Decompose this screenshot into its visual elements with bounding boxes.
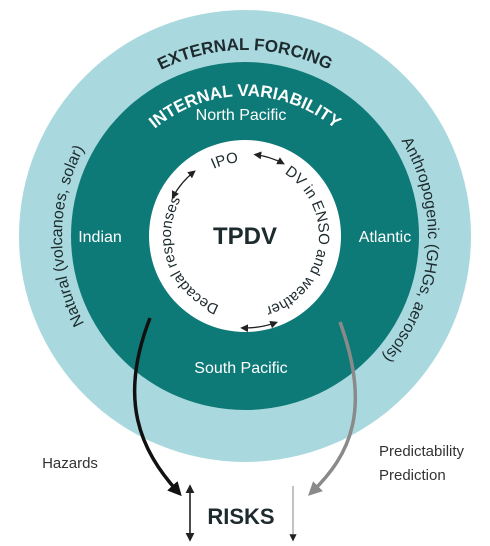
cycle-arrow (240, 320, 278, 333)
center-title: TPDV (213, 223, 277, 250)
risks-label: RISKS (207, 504, 274, 529)
mode-label: IPO (209, 149, 240, 172)
cycle-arrow (253, 151, 285, 165)
inner-circle (149, 140, 341, 332)
cycle-arrow (171, 170, 196, 199)
region-label: North Pacific (196, 107, 287, 124)
region-label: Atlantic (359, 229, 411, 246)
output-label: Predictability (379, 443, 465, 460)
prediction-arrow (307, 321, 358, 496)
region-label: Indian (78, 229, 122, 246)
output-label: Prediction (379, 467, 446, 484)
region-label: South Pacific (194, 360, 287, 377)
output-label: Hazards (42, 455, 98, 472)
hazards-arrow (132, 317, 182, 497)
